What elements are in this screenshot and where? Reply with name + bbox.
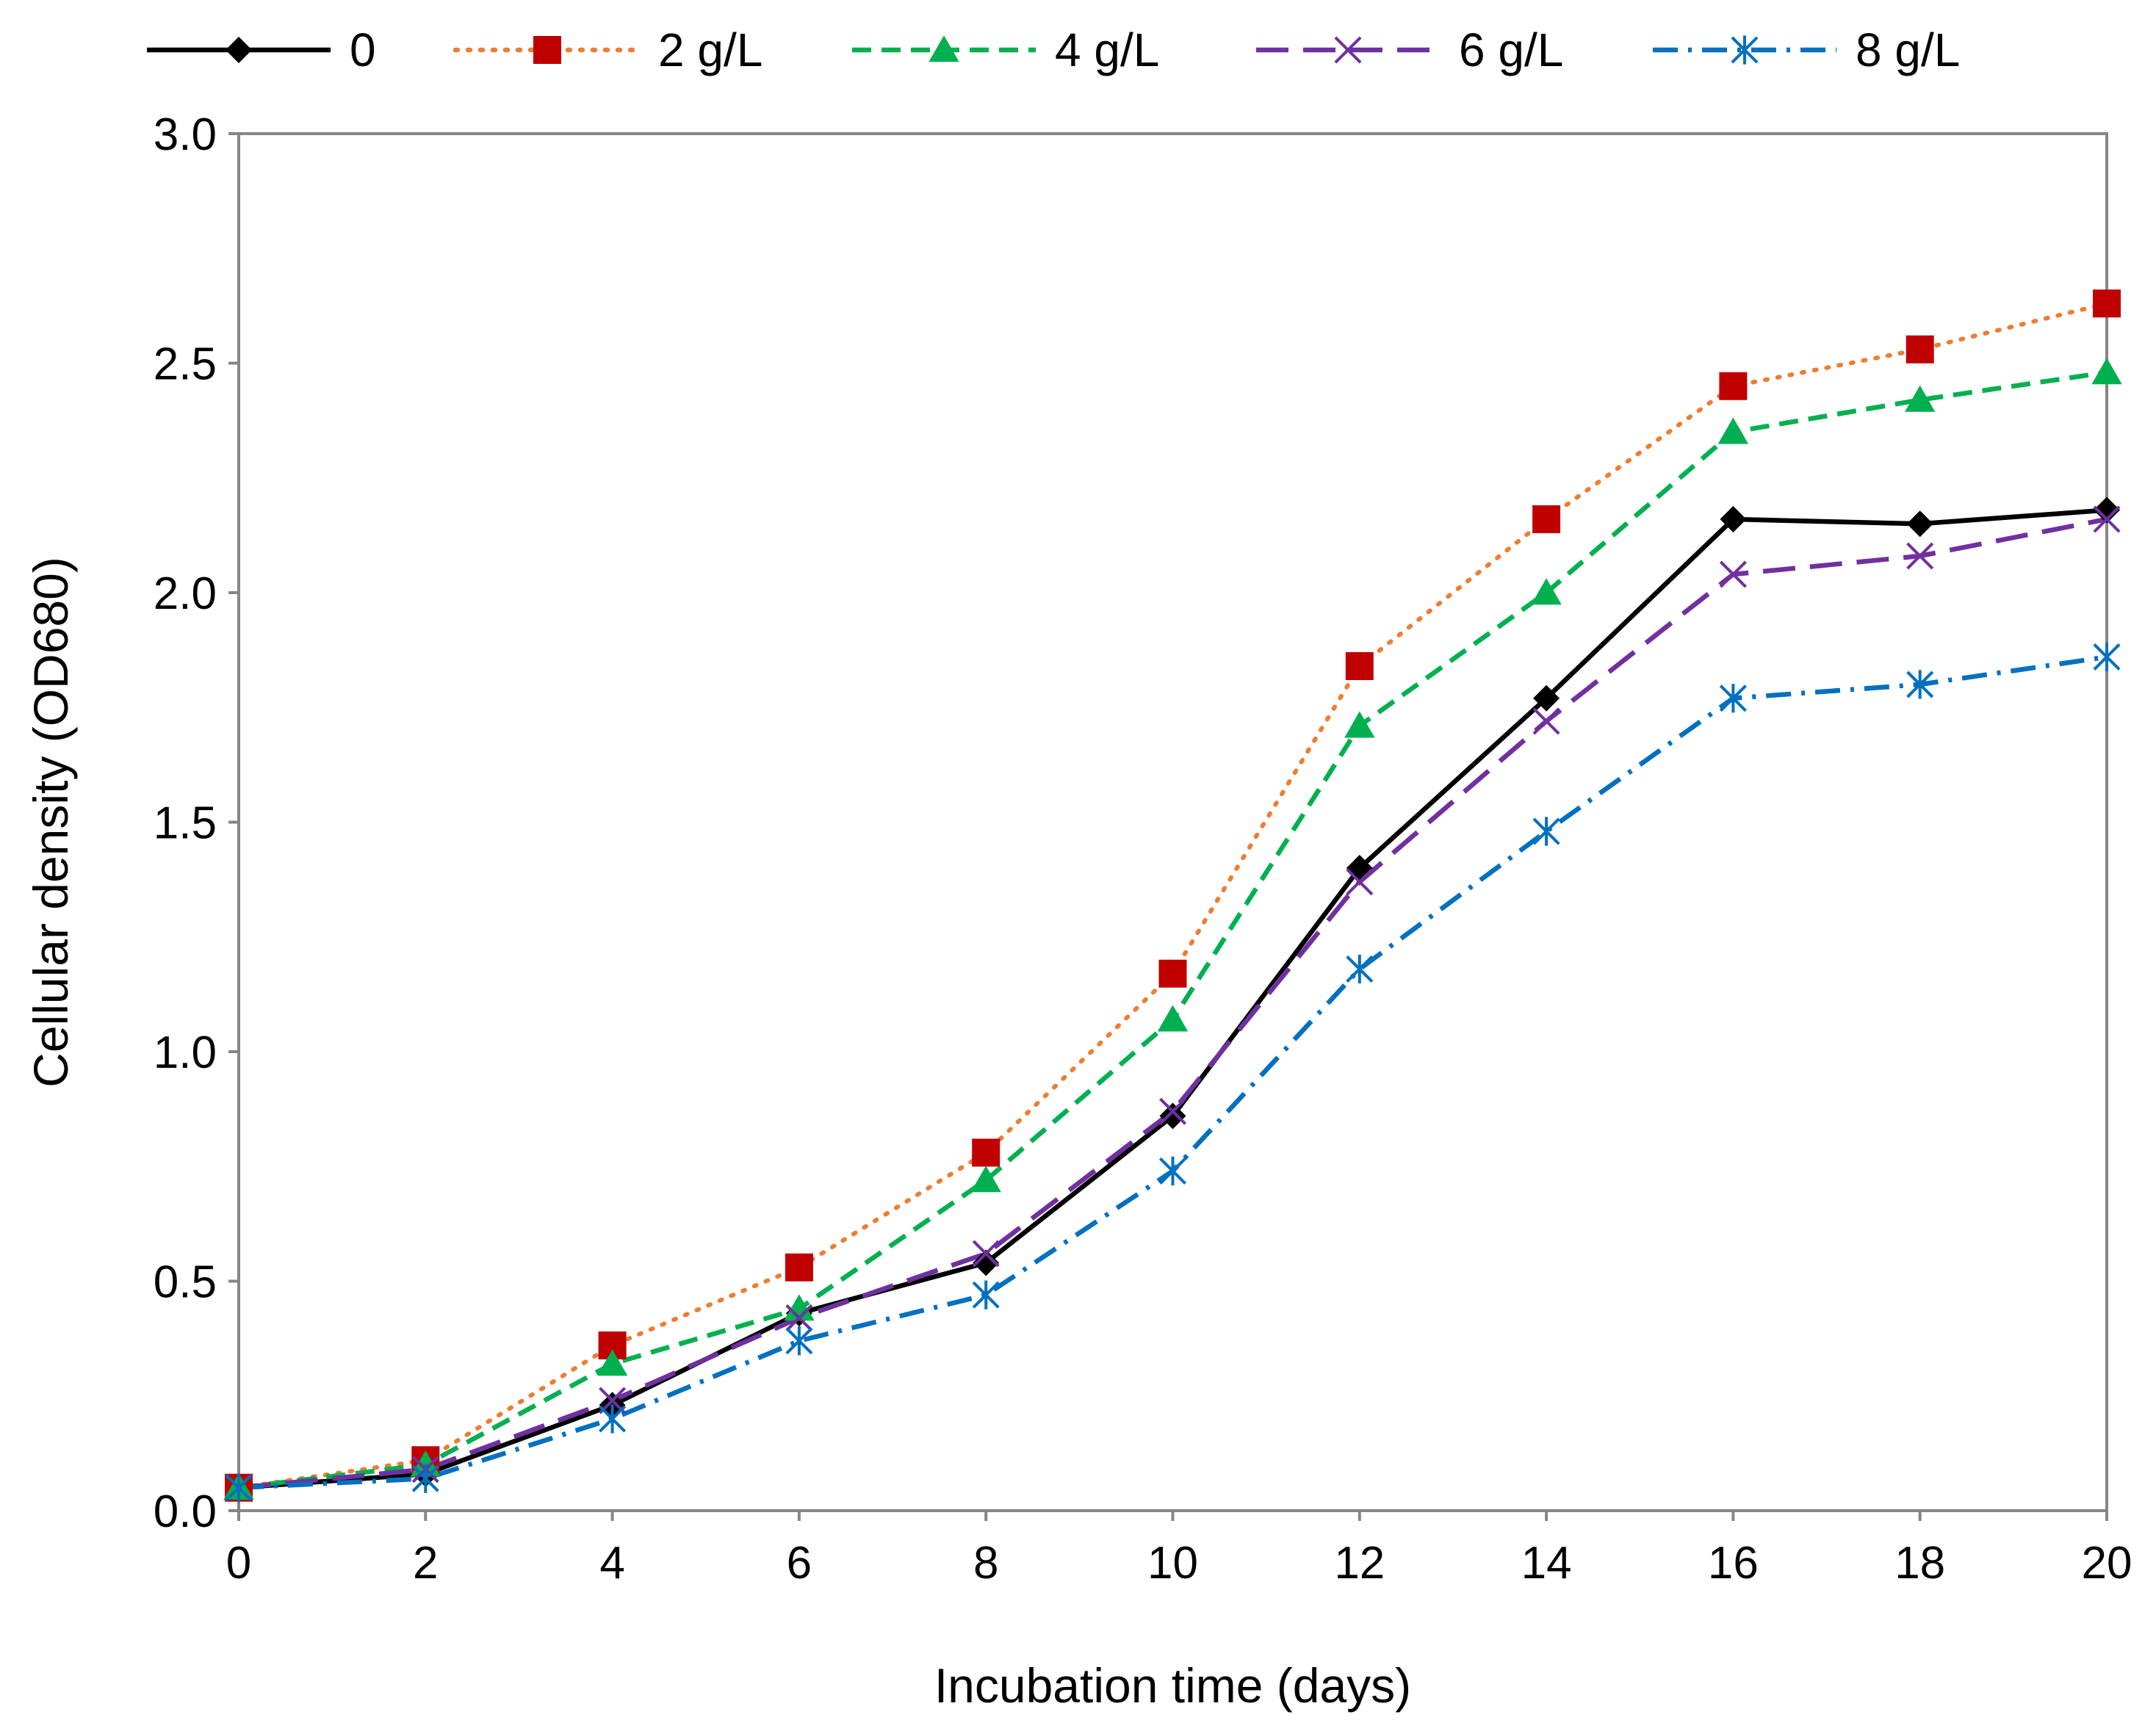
series-2-g-l-point (1158, 959, 1187, 988)
series-8-g-l-point (1906, 670, 1934, 699)
series-0-point (1533, 684, 1560, 712)
series-2-g-l-point (2093, 289, 2121, 318)
y-tick-label: 0.5 (154, 1257, 217, 1308)
legend-6-g-l-marker (1334, 36, 1362, 64)
y-axis-title: Cellular density (OD680) (24, 557, 78, 1088)
x-tick-label: 12 (1334, 1538, 1385, 1589)
series-2-g-l-point (1345, 652, 1374, 680)
series-6-g-l-point (2093, 505, 2121, 533)
series-6-g-l-point (785, 1304, 813, 1332)
legend-4-g-l-marker (929, 35, 959, 62)
series-6-g-l-point (1906, 542, 1934, 570)
y-axis: 0.0 0.5 1.0 1.5 2.0 2.5 3.0 (154, 109, 239, 1537)
series-8-g-l-point (1719, 684, 1747, 713)
series-6-g-l-point (972, 1240, 1000, 1268)
series-0-point (1906, 510, 1933, 538)
series-8-g-l-point (2093, 642, 2121, 672)
series-8-g-l-point (599, 1404, 627, 1434)
series-8-g-l-point (225, 1473, 253, 1503)
series-4-g-l-point (1905, 385, 1936, 412)
y-tick-label: 1.5 (154, 798, 217, 849)
x-tick-label: 4 (599, 1538, 624, 1589)
y-tick-label: 1.0 (154, 1027, 217, 1078)
series-6-g-l-point (1719, 560, 1747, 588)
series-4-g-l-point (1717, 417, 1749, 444)
legend-2-g-l-label: 2 g/L (658, 24, 762, 76)
series-8-g-l-point (1532, 817, 1560, 846)
series-4-g-l-point (596, 1349, 628, 1376)
series-4-g-l-point (2091, 358, 2122, 385)
legend-8-g-l-marker (1731, 35, 1759, 65)
legend: 0 2 g/L 4 g/L 6 g/L 8 g/L (147, 24, 1960, 76)
y-tick-label: 0.0 (154, 1486, 217, 1537)
x-axis: 0 2 4 6 8 10 12 14 16 18 20 (226, 1511, 2132, 1589)
legend-2-g-l-marker (533, 36, 561, 64)
series-4-g-l-point (1344, 711, 1375, 738)
legend-6-g-l-label: 6 g/L (1459, 24, 1563, 76)
series-2-g-l-point (1906, 335, 1934, 364)
series-0-point (2094, 496, 2120, 524)
series-6-g-l-point (1532, 707, 1560, 735)
series-2-g-l-point (1532, 505, 1561, 533)
x-tick-label: 2 (413, 1538, 438, 1589)
series-4-g-l-point (784, 1294, 815, 1321)
series-2-g-l-point (785, 1253, 813, 1282)
y-tick-label: 2.5 (154, 339, 217, 390)
series-2-g-l-point (1719, 372, 1748, 400)
series-2-g-l-point (972, 1138, 1001, 1167)
series-6-g-l-point (1158, 1097, 1187, 1125)
y-tick-label: 2.0 (154, 568, 217, 619)
series-8-g-l-point (411, 1464, 439, 1493)
x-tick-label: 14 (1521, 1538, 1572, 1589)
series-0-point (973, 1249, 1000, 1276)
series-4-g-l-point (1157, 1005, 1189, 1032)
legend-8-g-l-label: 8 g/L (1856, 24, 1960, 76)
series-6-g-l-point (1346, 868, 1374, 896)
x-tick-label: 18 (1894, 1538, 1945, 1589)
x-tick-label: 0 (226, 1538, 251, 1589)
legend-0-label: 0 (350, 24, 376, 76)
y-tick-label: 3.0 (154, 109, 217, 160)
series-8-g-l-point (785, 1326, 813, 1356)
x-tick-label: 20 (2082, 1538, 2132, 1589)
series-0-point (1159, 1102, 1186, 1130)
x-axis-title: Incubation time (days) (934, 1658, 1411, 1713)
x-tick-label: 8 (973, 1538, 998, 1589)
legend-0-marker (226, 37, 252, 63)
x-tick-label: 16 (1708, 1538, 1759, 1589)
legend-4-g-l-label: 4 g/L (1055, 24, 1159, 76)
series-0-point (1720, 506, 1747, 532)
series-8-g-l-point (1158, 1156, 1187, 1186)
series-4-g-l-point (1531, 578, 1562, 605)
series-8-g-l-point (1346, 954, 1374, 984)
series-8-g-l-point (972, 1280, 1000, 1309)
series-4-g-l-point (970, 1166, 1001, 1193)
x-tick-label: 10 (1147, 1538, 1198, 1589)
x-tick-label: 6 (787, 1538, 812, 1589)
series-markers (223, 289, 2122, 1503)
